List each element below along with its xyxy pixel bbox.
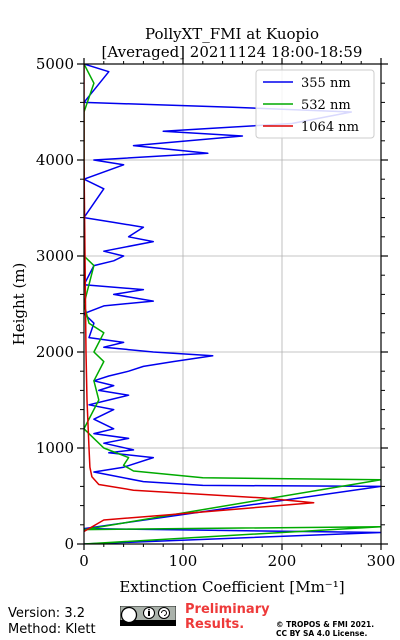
legend-label-355: 355 nm	[301, 76, 351, 91]
chart-title-line2: [Averaged] 20211124 18:00-18:59	[102, 43, 363, 61]
y-tick-label: 5000	[36, 55, 74, 73]
y-tick-label: 0	[64, 535, 74, 553]
preliminary-line1: Preliminary	[185, 602, 270, 617]
legend-label-532: 532 nm	[301, 98, 351, 113]
chart-title-line1: PollyXT_FMI at Kuopio	[145, 25, 319, 43]
series-line-532-nm	[84, 64, 381, 544]
plot-frame	[83, 63, 382, 545]
legend-label-1064: 1064 nm	[301, 120, 359, 135]
copyright-line2: CC BY SA 4.0 License.	[276, 629, 368, 638]
version-text: Version: 3.2	[8, 606, 85, 621]
legend: 355 nm 532 nm 1064 nm	[255, 69, 375, 139]
y-tick-label: 4000	[36, 151, 74, 169]
x-axis-label: Extinction Coefficient [Mm⁻¹]	[119, 578, 344, 596]
preliminary-line2: Results.	[185, 617, 245, 632]
cc-by-sa-license-icon	[120, 606, 176, 626]
y-tick-labels: 0 1000 2000 3000 4000 5000	[36, 55, 74, 553]
axis-ticks	[77, 58, 388, 550]
x-tick-label: 300	[367, 552, 396, 570]
legend-box	[255, 69, 375, 139]
extinction-profile-chart: PollyXT_FMI at Kuopio [Averaged] 2021112…	[10, 25, 395, 596]
series-line-355-nm	[84, 64, 381, 544]
preliminary-results-text: Preliminary Results.	[185, 602, 270, 632]
copyright-line1: © TROPOS & FMI 2021.	[276, 620, 375, 629]
x-tick-labels: 0 100 200 300	[79, 552, 395, 570]
copyright-text: © TROPOS & FMI 2021. CC BY SA 4.0 Licens…	[276, 620, 374, 638]
y-tick-label: 3000	[36, 247, 74, 265]
x-tick-label: 200	[268, 552, 297, 570]
x-tick-label: 100	[169, 552, 198, 570]
series-lines	[84, 64, 381, 544]
method-text: Method: Klett	[8, 622, 96, 637]
y-tick-label: 2000	[36, 343, 74, 361]
y-tick-label: 1000	[36, 439, 74, 457]
series-line-1064-nm	[84, 64, 315, 533]
y-axis-label: Height (m)	[10, 263, 28, 346]
x-tick-label: 0	[79, 552, 89, 570]
